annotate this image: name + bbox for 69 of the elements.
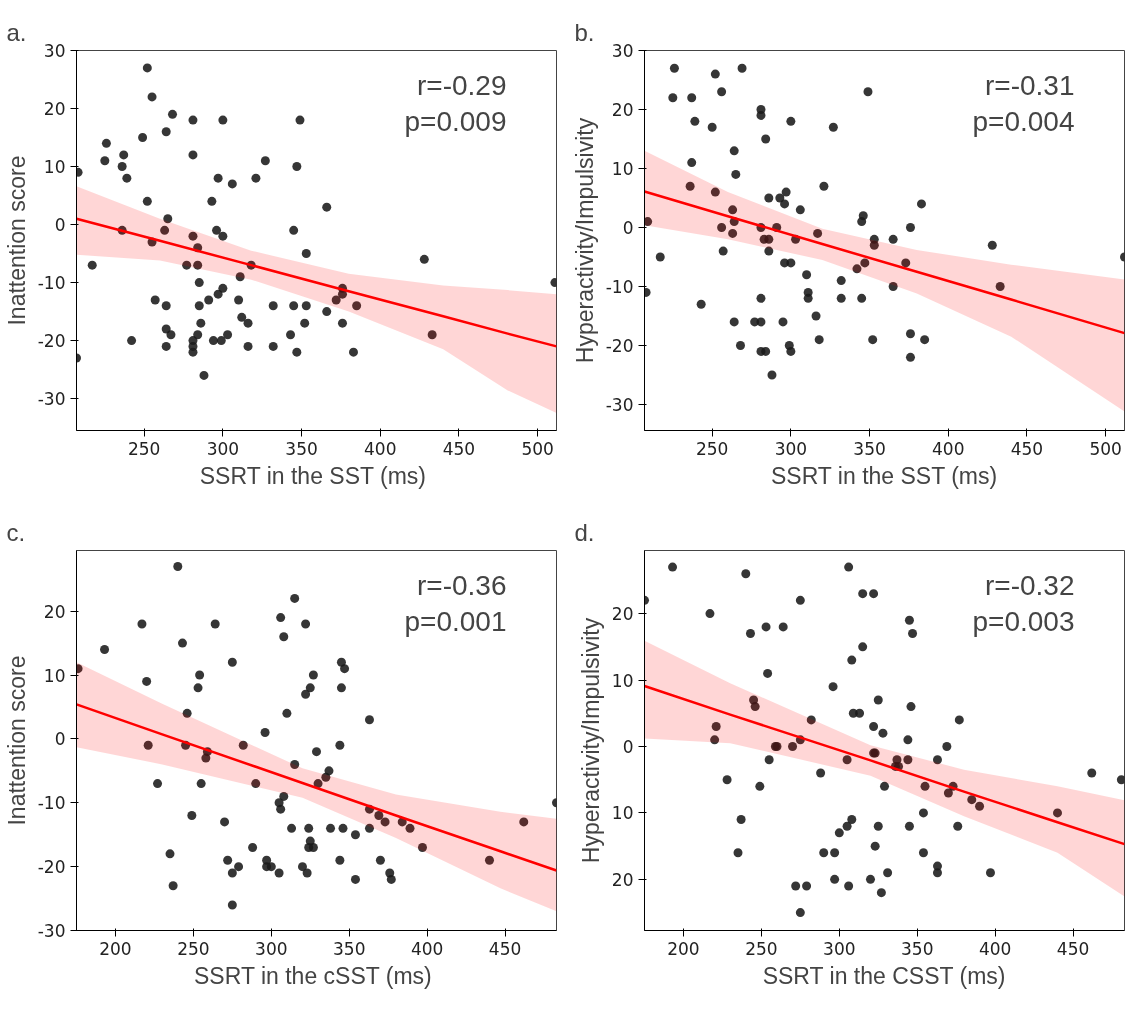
y-tick-label: 0: [54, 729, 66, 750]
annotation: p=0.009: [404, 105, 507, 137]
y-tick-label: 20: [611, 604, 634, 625]
annotation: r=-0.29: [417, 69, 507, 101]
y-tick-label: -20: [37, 857, 66, 878]
x-tick-label: 350: [901, 938, 934, 959]
annotation: p=0.001: [404, 605, 507, 637]
y-tick-label: -10: [37, 273, 66, 294]
x-tick-label: 400: [978, 938, 1012, 959]
x-tick-label: 200: [667, 938, 700, 959]
x-tick-label: 500: [521, 438, 554, 459]
y-tick-label: 10: [611, 670, 634, 691]
x-tick-label: 400: [410, 938, 444, 959]
chart-title: c.: [6, 518, 26, 546]
y-tick-label: 10: [43, 157, 66, 178]
y-tick-label: 30: [43, 41, 66, 61]
y-axis-title: Hyperactivity/Impulsivity: [577, 617, 604, 864]
y-axis-title: Hyperactivity/Impulsivity: [571, 117, 598, 364]
x-axis-title: SSRT in the CSST (ms): [762, 962, 1006, 989]
x-tick-label: 400: [932, 438, 965, 459]
y-tick-label: 30: [611, 41, 634, 61]
annotation: p=0.003: [972, 605, 1075, 637]
y-tick-label: 0: [622, 736, 634, 757]
x-tick-label: 300: [823, 938, 856, 959]
y-tick-label: -10: [605, 277, 634, 298]
y-tick-label: -20: [37, 331, 66, 352]
x-tick-label: 350: [285, 438, 318, 459]
x-tick-label: 500: [1089, 438, 1122, 459]
annotation: r=-0.31: [985, 69, 1075, 101]
y-tick-label: 10: [611, 803, 634, 824]
y-tick-label: -10: [37, 793, 66, 814]
y-axis-title: Inattention score: [3, 655, 30, 826]
chart-title: a.: [6, 18, 27, 46]
y-tick-label: -30: [37, 389, 66, 410]
y-tick-label: 0: [622, 218, 634, 239]
x-tick-label: 450: [1010, 438, 1044, 459]
y-tick-label: 10: [611, 159, 634, 180]
y-tick-label: 20: [43, 99, 66, 120]
y-tick-label: 20: [43, 601, 66, 622]
x-tick-label: 450: [1056, 938, 1090, 959]
x-tick-label: 250: [745, 938, 778, 959]
x-tick-label: 250: [695, 438, 729, 459]
x-tick-label: 350: [333, 938, 366, 959]
y-tick-label: 20: [611, 100, 634, 121]
y-tick-label: -20: [605, 336, 634, 357]
y-tick-label: 10: [43, 665, 66, 686]
x-tick-label: 200: [99, 938, 132, 959]
x-axis-title: SSRT in the cSST (ms): [194, 962, 432, 989]
x-tick-label: 450: [488, 938, 522, 959]
y-tick-label: -30: [37, 921, 66, 941]
y-tick-label: 0: [54, 215, 66, 236]
x-tick-label: 450: [442, 438, 476, 459]
annotation: r=-0.32: [985, 569, 1075, 601]
x-tick-label: 250: [177, 938, 210, 959]
y-axis-title: Inattention score: [3, 155, 30, 326]
chart-title: b.: [574, 18, 595, 46]
x-axis-title: SSRT in the SST (ms): [199, 462, 427, 489]
x-tick-label: 300: [774, 438, 808, 459]
x-tick-label: 350: [853, 438, 886, 459]
x-tick-label: 300: [255, 938, 288, 959]
annotation: p=0.004: [972, 105, 1075, 137]
x-tick-label: 300: [206, 438, 240, 459]
annotation: r=-0.36: [417, 569, 507, 601]
x-tick-label: 400: [364, 438, 397, 459]
chart-title: d.: [574, 518, 595, 546]
y-tick-label: 20: [611, 869, 634, 890]
y-tick-label: -30: [605, 395, 634, 416]
x-tick-label: 250: [127, 438, 161, 459]
x-axis-title: SSRT in the SST (ms): [770, 462, 998, 489]
